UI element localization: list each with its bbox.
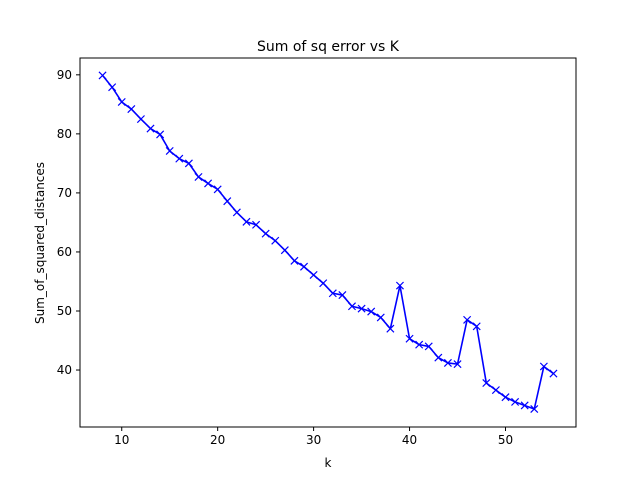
data-point-marker	[290, 256, 299, 265]
y-tick-label: 70	[57, 186, 72, 200]
x-tick-label: 30	[306, 433, 321, 447]
data-point-marker	[280, 246, 289, 255]
data-point-marker	[472, 322, 481, 331]
data-point-marker	[347, 302, 357, 311]
data-point-marker	[434, 353, 443, 362]
data-point-marker	[395, 281, 404, 290]
data-point-marker	[328, 289, 337, 298]
data-point-marker	[443, 358, 452, 367]
x-axis-label: k	[325, 456, 332, 470]
data-point-marker	[415, 340, 424, 349]
y-axis-label: Sum_of_squared_distances	[33, 162, 47, 324]
data-point-marker	[539, 362, 548, 371]
data-point-marker	[386, 324, 395, 333]
data-point-marker	[136, 115, 145, 124]
data-point-marker	[204, 179, 213, 188]
data-point-marker	[453, 360, 462, 369]
x-axis-ticks: 10 20 30 40 50	[114, 427, 513, 447]
data-point-marker	[367, 307, 376, 316]
y-tick-label: 80	[57, 127, 72, 141]
x-tick-label: 40	[402, 433, 417, 447]
data-point-marker	[127, 105, 136, 114]
chart-title: Sum of sq error vs K	[257, 39, 400, 55]
data-point-marker	[242, 217, 251, 226]
data-point-marker	[309, 270, 318, 279]
data-point-marker	[108, 83, 117, 92]
data-point-marker	[376, 313, 385, 322]
data-point-marker	[511, 397, 520, 406]
data-point-marker	[424, 342, 433, 351]
data-point-marker	[357, 304, 366, 313]
x-tick-label: 20	[210, 433, 225, 447]
data-point-marker	[175, 154, 184, 163]
data-point-marker	[252, 220, 261, 229]
y-tick-label: 50	[57, 304, 72, 318]
data-point-marker	[405, 334, 414, 343]
y-tick-label: 90	[57, 68, 72, 82]
x-tick-label: 10	[114, 433, 129, 447]
data-point-marker	[463, 315, 472, 324]
data-point-marker	[319, 279, 328, 288]
y-tick-label: 60	[57, 245, 72, 259]
data-point-marker	[232, 208, 241, 217]
series-line	[101, 74, 554, 410]
plot-area	[98, 71, 558, 414]
data-point-marker	[530, 404, 539, 414]
data-point-marker	[482, 378, 491, 388]
data-point-marker	[213, 185, 222, 194]
data-point-marker	[491, 386, 500, 395]
data-point-marker	[501, 393, 510, 402]
data-point-marker	[549, 369, 558, 378]
data-point-marker	[520, 401, 529, 410]
data-point-marker	[184, 159, 193, 168]
data-point-marker	[261, 229, 270, 238]
axes-frame	[79, 57, 577, 428]
data-point-marker	[223, 197, 232, 206]
data-point-marker	[299, 262, 309, 271]
x-tick-label: 50	[498, 433, 513, 447]
data-point-marker	[98, 71, 107, 80]
data-point-marker	[338, 291, 347, 300]
data-point-marker	[156, 130, 165, 139]
y-axis-ticks: 40 50 60 70 80 90	[57, 68, 80, 377]
data-point-marker	[194, 172, 203, 181]
data-point-marker	[146, 124, 155, 133]
data-point-marker	[271, 236, 280, 245]
y-tick-label: 40	[57, 363, 72, 377]
data-point-marker	[165, 146, 174, 156]
data-point-marker	[117, 97, 126, 107]
